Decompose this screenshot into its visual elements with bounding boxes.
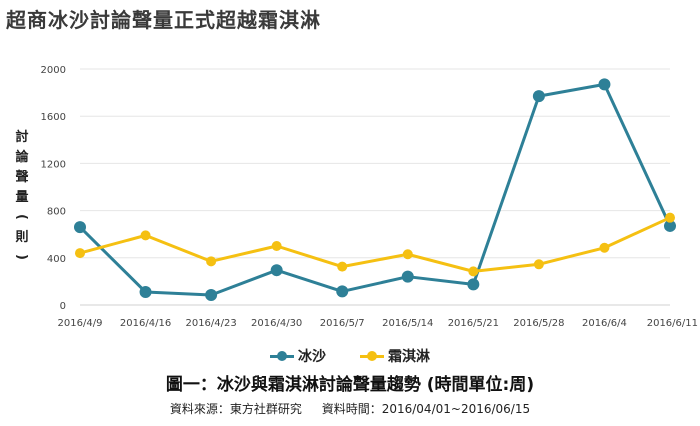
data-point[interactable] bbox=[664, 219, 676, 232]
data-point[interactable] bbox=[270, 264, 283, 277]
legend: 冰沙 霜淇淋 bbox=[0, 346, 700, 366]
y-tick-label: 0 bbox=[60, 301, 66, 312]
y-axis-label-char: 量 bbox=[15, 190, 28, 205]
x-tick-label: 2016/4/16 bbox=[120, 318, 171, 329]
legend-swatch-series-2 bbox=[360, 351, 384, 361]
x-tick-label: 2016/4/30 bbox=[251, 318, 302, 329]
data-point[interactable] bbox=[337, 261, 348, 272]
y-axis-label-char: ) bbox=[14, 254, 29, 260]
page-title: 超商冰沙討論聲量正式超越霜淇淋 bbox=[6, 8, 321, 32]
data-point[interactable] bbox=[139, 286, 152, 299]
data-point[interactable] bbox=[533, 259, 544, 270]
data-period: 資料時間：2016/04/01~2016/06/15 bbox=[321, 402, 531, 416]
y-axis-label-char: 論 bbox=[15, 149, 29, 165]
y-tick-labels: 0 400 800 1200 1600 2000 bbox=[41, 65, 66, 312]
legend-item-series-2[interactable]: 霜淇淋 bbox=[360, 346, 430, 366]
legend-label-series-1: 冰沙 bbox=[298, 349, 326, 365]
source-label: 資料來源：東方社群研究 bbox=[169, 402, 302, 416]
legend-label-series-2: 霜淇淋 bbox=[388, 349, 430, 365]
data-point[interactable] bbox=[467, 278, 480, 291]
x-tick-label: 2016/6/11 bbox=[647, 318, 698, 329]
data-point[interactable] bbox=[75, 248, 85, 259]
x-tick-label: 2016/4/23 bbox=[185, 318, 236, 329]
x-tick-labels: 2016/4/9 2016/4/16 2016/4/23 2016/4/30 2016/… bbox=[58, 318, 698, 329]
series-1 bbox=[74, 78, 676, 301]
data-point[interactable] bbox=[598, 78, 611, 91]
y-axis-label: 討論聲量 ( 則) bbox=[14, 129, 29, 260]
figure-caption: 圖一：冰沙與霜淇淋討論聲量趨勢 (時間單位:周) bbox=[165, 375, 535, 395]
series-2 bbox=[75, 212, 675, 277]
data-point[interactable] bbox=[336, 285, 349, 298]
y-tick-label: 2000 bbox=[41, 65, 66, 76]
data-point[interactable] bbox=[205, 288, 218, 301]
source-line: 資料來源：東方社群研究 資料時間：2016/04/01~2016/06/15 bbox=[0, 400, 700, 417]
series-line bbox=[78, 82, 672, 297]
y-tick-label: 400 bbox=[47, 254, 66, 265]
data-point[interactable] bbox=[599, 242, 610, 253]
legend-swatch-series-1 bbox=[270, 351, 294, 361]
y-tick-label: 1600 bbox=[41, 112, 66, 123]
data-point[interactable] bbox=[271, 241, 282, 251]
y-axis-label-char: 則 bbox=[15, 230, 28, 245]
x-tick-label: 2016/5/21 bbox=[448, 318, 499, 329]
data-point[interactable] bbox=[665, 212, 675, 223]
data-point[interactable] bbox=[140, 230, 151, 241]
data-point[interactable] bbox=[402, 249, 413, 260]
y-axis-label-char: ( bbox=[14, 214, 29, 220]
y-tick-label: 1200 bbox=[41, 159, 66, 170]
data-point[interactable] bbox=[74, 221, 86, 234]
y-tick-label: 800 bbox=[47, 207, 66, 218]
x-tick-label: 2016/6/4 bbox=[582, 318, 627, 329]
y-axis-label-char: 討 bbox=[15, 129, 28, 145]
x-tick-label: 2016/5/14 bbox=[382, 318, 433, 329]
legend-item-series-1[interactable]: 冰沙 bbox=[270, 346, 326, 366]
x-tick-label: 2016/5/28 bbox=[513, 318, 564, 329]
data-point[interactable] bbox=[401, 270, 414, 283]
y-axis-label-char: 聲 bbox=[15, 169, 28, 185]
x-tick-label: 2016/5/7 bbox=[320, 318, 365, 329]
series-line bbox=[79, 216, 671, 273]
series-lines bbox=[74, 78, 676, 301]
gridlines bbox=[80, 68, 670, 306]
x-tick-label: 2016/4/9 bbox=[58, 318, 103, 329]
data-point[interactable] bbox=[206, 256, 217, 267]
data-point[interactable] bbox=[532, 90, 545, 103]
data-point[interactable] bbox=[468, 266, 479, 277]
